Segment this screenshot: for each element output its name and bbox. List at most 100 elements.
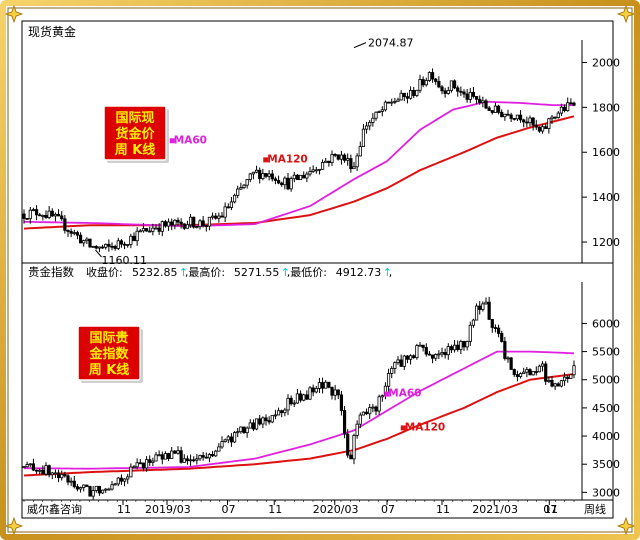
candle (22, 466, 26, 469)
svg-text:MA120: MA120 (267, 153, 308, 165)
candle (138, 228, 142, 233)
candle (346, 429, 350, 458)
candle (182, 223, 186, 231)
candle (418, 342, 422, 347)
candle (522, 118, 526, 128)
candle (44, 210, 48, 219)
candle (399, 354, 403, 367)
candle (251, 419, 256, 432)
candle (556, 111, 560, 119)
candle (245, 179, 249, 189)
candle (471, 86, 476, 99)
candle (220, 212, 224, 218)
candle (421, 344, 425, 352)
candle (63, 471, 67, 478)
candle (320, 159, 325, 170)
candle (198, 454, 202, 461)
candle (349, 452, 353, 460)
candle (151, 457, 155, 466)
candle (132, 465, 136, 469)
candle (91, 245, 95, 248)
candle (364, 121, 369, 134)
candle (540, 124, 545, 134)
candle (559, 103, 564, 116)
candle (198, 219, 202, 230)
candle (562, 104, 567, 113)
candle (154, 451, 158, 462)
candle (478, 301, 482, 315)
candle (295, 388, 300, 404)
candle (75, 230, 80, 240)
candle (518, 372, 523, 379)
candle (129, 233, 133, 249)
candle (305, 390, 309, 401)
candle (144, 228, 149, 232)
badge-line: 周 K线 (89, 362, 130, 378)
candle (393, 361, 397, 374)
candle (468, 87, 472, 103)
candle (506, 356, 510, 363)
candle (496, 104, 501, 115)
candle (119, 239, 124, 248)
candle (308, 166, 312, 177)
candle (361, 124, 366, 148)
candle (364, 408, 369, 416)
candle (226, 435, 230, 444)
candle (421, 76, 425, 88)
candle (34, 205, 39, 221)
cursor-arrow-icon: ↑ (383, 266, 392, 279)
candle (314, 166, 318, 174)
ma-label-ma60: MA60 (384, 388, 421, 400)
candle (132, 232, 136, 242)
candle (66, 474, 70, 486)
candle (223, 202, 227, 223)
candle (264, 173, 268, 179)
candle (298, 174, 303, 181)
candle (179, 218, 183, 229)
candle (258, 414, 262, 426)
candle (399, 90, 403, 101)
candle (509, 112, 513, 122)
candle (223, 438, 227, 443)
candle (195, 453, 199, 465)
candle (85, 484, 89, 487)
candle (116, 477, 120, 487)
candle (459, 86, 463, 97)
candle (41, 465, 45, 475)
candle (91, 485, 95, 500)
candle (104, 488, 108, 493)
candle (239, 182, 243, 191)
candle (261, 168, 265, 181)
ma-label-ma120: MA120 (263, 153, 308, 165)
candle (116, 237, 120, 250)
candle (50, 471, 54, 480)
candle (402, 92, 406, 102)
candle (368, 119, 372, 131)
badge-line: 国际贵 (89, 330, 128, 346)
y-tick-label: 4500 (592, 402, 620, 415)
candle (484, 98, 488, 110)
candle (371, 403, 375, 413)
candle (129, 463, 133, 478)
candle (380, 394, 384, 402)
candle (572, 360, 576, 379)
candle (280, 181, 284, 187)
candle (333, 384, 337, 401)
candle (358, 412, 362, 429)
candle (308, 385, 312, 400)
candle (462, 340, 466, 351)
candle (311, 165, 315, 173)
candle (31, 458, 36, 472)
candle (515, 114, 520, 122)
candle (38, 212, 42, 217)
candle (386, 368, 391, 392)
candle (28, 463, 32, 467)
x-tick-label: 11 (117, 503, 131, 516)
candle (559, 379, 564, 388)
candle (195, 226, 199, 229)
candle (47, 464, 51, 478)
candle (267, 170, 271, 181)
candle (566, 97, 570, 112)
y-tick-label: 1600 (592, 146, 620, 159)
